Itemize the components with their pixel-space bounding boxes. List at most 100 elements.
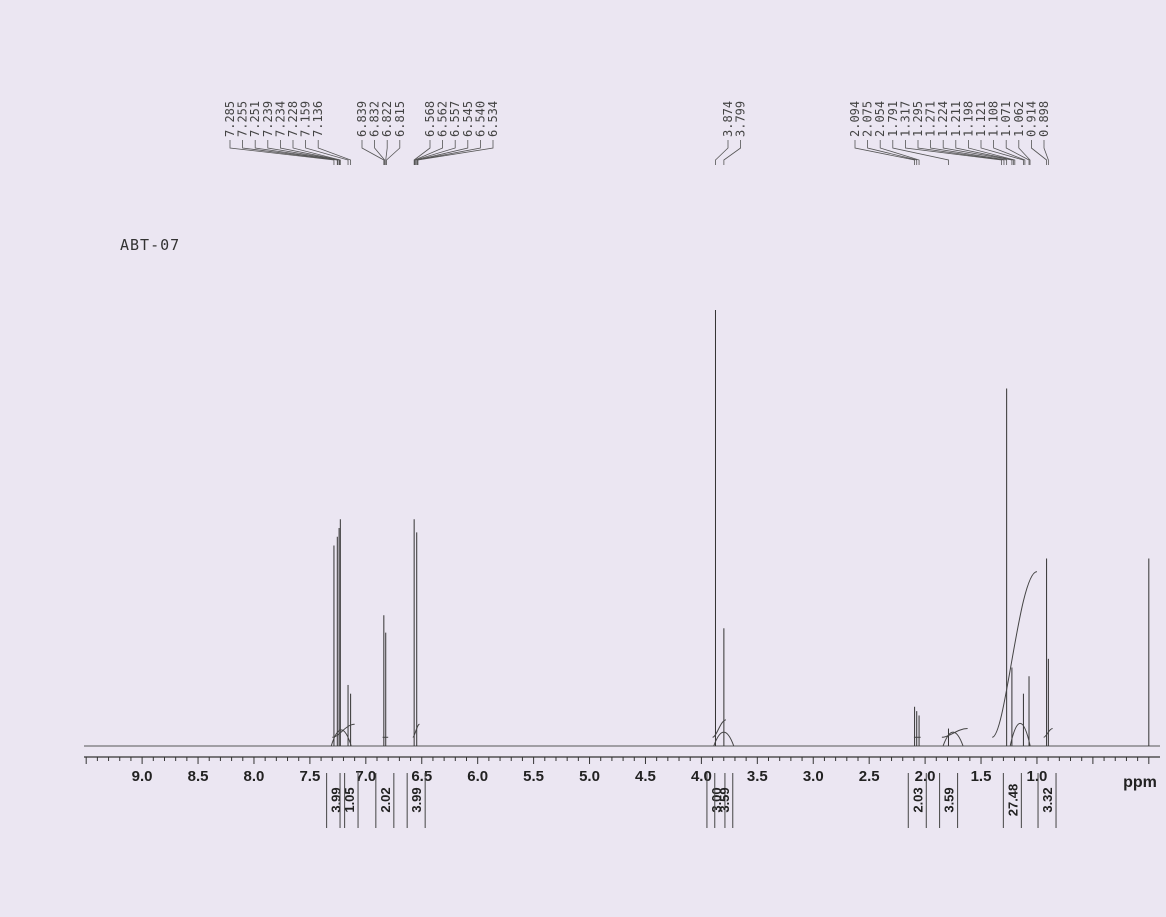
peak-leader-line: [892, 140, 949, 165]
peak-leader-line: [930, 140, 1008, 165]
peak-leader-line: [242, 140, 338, 165]
peak-leader-line: [1005, 140, 1030, 165]
peak-shift-label: 7.159: [299, 101, 313, 137]
peak-shift-label: 1.295: [911, 101, 925, 137]
peak-shift-label: 6.832: [368, 101, 382, 137]
peak-leader-line: [292, 140, 341, 165]
peak-shift-label: 6.815: [393, 101, 407, 137]
peak-shift-label: 7.136: [311, 101, 325, 137]
integral-curve: [991, 571, 1038, 738]
peak-shift-label: 7.228: [286, 101, 300, 137]
peak-shift-label: 1.071: [999, 101, 1013, 137]
integration-value: 3.32: [1040, 787, 1055, 812]
peak-shift-label: 1.121: [974, 101, 988, 137]
peak-leader-line: [374, 140, 386, 165]
x-axis-unit-label: ppm: [1123, 774, 1157, 791]
integral-curve: [1043, 728, 1053, 738]
peak-shift-label: 7.285: [223, 101, 237, 137]
x-tick-label: 7.5: [299, 768, 320, 785]
peak-shift-label: 1.791: [886, 101, 900, 137]
spectrum-broad-signal: [942, 731, 964, 747]
peak-leader-line: [317, 140, 352, 165]
peak-shift-label: 7.234: [273, 101, 287, 137]
x-tick-label: 2.0: [915, 768, 936, 785]
peak-shift-label: 3.874: [721, 101, 735, 137]
peak-leader-line: [305, 140, 349, 165]
peak-shift-label: 6.562: [436, 101, 450, 137]
integration-value: 1.05: [342, 787, 357, 812]
peak-shift-label: 6.839: [355, 101, 369, 137]
peak-leader-line: [715, 140, 729, 165]
x-tick-label: 3.0: [803, 768, 824, 785]
peak-leader-line: [416, 140, 481, 165]
integration-value: 2.03: [910, 787, 925, 812]
peak-shift-label: 1.108: [987, 101, 1001, 137]
integral-curve: [941, 728, 968, 738]
peak-shift-label: 2.075: [861, 101, 875, 137]
peak-shift-label: 7.251: [248, 101, 262, 137]
spectrum-broad-signal: [1009, 723, 1031, 747]
peak-leader-line: [267, 140, 340, 165]
peak-shift-label: 7.255: [236, 101, 250, 137]
peak-leader-line: [361, 140, 385, 165]
integration-value: 2.02: [378, 787, 393, 812]
peak-leader-line: [414, 140, 456, 165]
peak-shift-label: 7.239: [261, 101, 275, 137]
peak-leader-line: [917, 140, 1005, 165]
integration-value: 3.99: [409, 787, 424, 812]
peak-leader-line: [867, 140, 918, 165]
peak-shift-label: 2.054: [873, 101, 887, 137]
peak-shift-label: 1.271: [924, 101, 938, 137]
peak-shift-label: 6.540: [473, 101, 487, 137]
x-tick-label: 9.0: [132, 768, 153, 785]
integral-curve: [712, 719, 727, 738]
peak-shift-label: 1.211: [949, 101, 963, 137]
peak-leader-line: [385, 140, 388, 165]
peak-leader-line: [905, 140, 1002, 165]
peak-leader-line: [1043, 140, 1049, 165]
peak-leader-line: [968, 140, 1016, 165]
peak-leader-line: [254, 140, 339, 165]
x-tick-label: 7.0: [355, 768, 376, 785]
peak-leader-line: [942, 140, 1013, 165]
x-tick-label: 4.0: [691, 768, 712, 785]
integration-value: 27.48: [1005, 784, 1020, 817]
peak-leader-line: [417, 140, 494, 165]
peak-shift-label: 0.914: [1024, 101, 1038, 137]
peak-shift-label: 1.198: [961, 101, 975, 137]
peak-leader-line: [980, 140, 1024, 165]
peak-leader-line: [280, 140, 341, 165]
x-tick-label: 6.5: [411, 768, 432, 785]
peak-leader-line: [229, 140, 335, 165]
peak-leader-line: [416, 140, 469, 165]
x-tick-label: 8.0: [244, 768, 265, 785]
x-tick-label: 8.5: [188, 768, 209, 785]
x-tick-label: 1.5: [971, 768, 992, 785]
integration-value: 3.00: [709, 787, 724, 812]
peak-shift-label: 2.094: [848, 101, 862, 137]
spectrum-broad-signal: [330, 729, 352, 747]
integration-value: 3.59: [717, 787, 732, 812]
peak-shift-label: 6.822: [380, 101, 394, 137]
peak-leader-line: [413, 140, 431, 165]
peak-leader-line: [1031, 140, 1047, 165]
peak-shift-label: 6.568: [423, 101, 437, 137]
integral-curve: [332, 723, 355, 738]
integration-value: 3.59: [942, 787, 957, 812]
x-tick-label: 1.0: [1027, 768, 1048, 785]
peak-shift-label: 1.062: [1012, 101, 1026, 137]
peak-leader-line: [414, 140, 443, 165]
peak-shift-label: 6.557: [448, 101, 462, 137]
x-tick-label: 2.5: [859, 768, 880, 785]
peak-shift-label: 1.224: [936, 101, 950, 137]
x-tick-label: 3.5: [747, 768, 768, 785]
peak-leader-line: [854, 140, 915, 165]
peak-leader-line: [955, 140, 1014, 165]
x-tick-label: 5.0: [579, 768, 600, 785]
spectrum-broad-signal: [713, 731, 735, 747]
peak-leader-line: [386, 140, 401, 165]
peak-leader-line: [993, 140, 1026, 165]
sample-label: ABT-07: [120, 236, 181, 254]
